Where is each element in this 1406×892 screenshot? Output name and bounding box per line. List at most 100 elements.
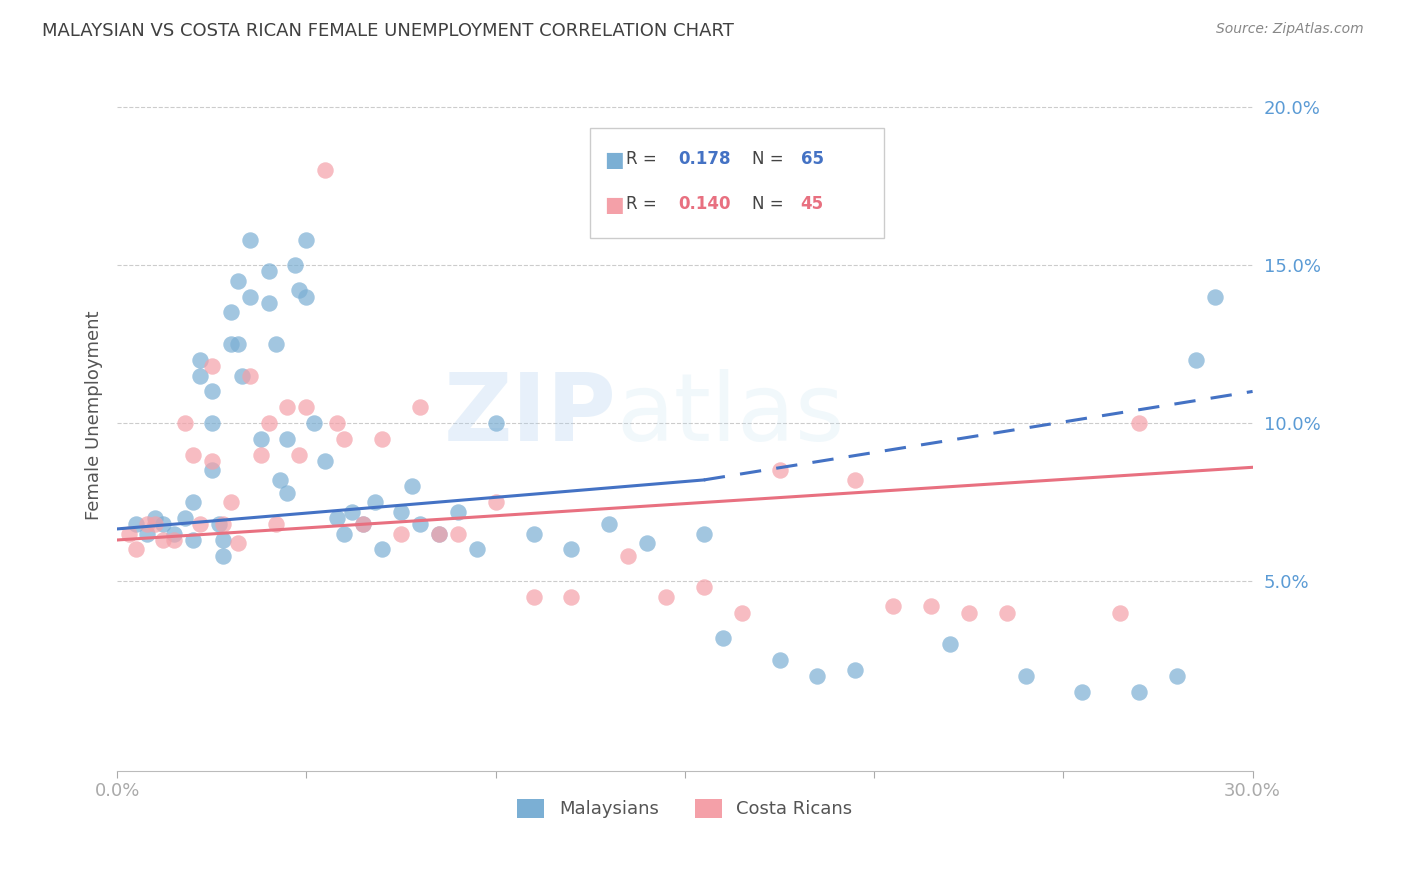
Point — [427, 526, 450, 541]
Point — [201, 463, 224, 477]
Point — [427, 526, 450, 541]
Point — [560, 542, 582, 557]
Point — [190, 352, 212, 367]
Point — [302, 416, 325, 430]
Point — [125, 517, 148, 532]
Point — [257, 296, 280, 310]
Point — [363, 495, 385, 509]
Point — [219, 305, 242, 319]
Text: N =: N = — [752, 194, 789, 212]
Point — [447, 526, 470, 541]
Point — [371, 542, 394, 557]
Point — [239, 368, 262, 383]
Point — [163, 533, 186, 547]
Point — [239, 233, 262, 247]
Point — [250, 432, 273, 446]
Point — [269, 473, 291, 487]
Point — [806, 669, 828, 683]
Point — [389, 504, 412, 518]
Text: ■: ■ — [605, 150, 624, 170]
Point — [181, 448, 204, 462]
Point — [276, 401, 298, 415]
Legend: Malaysians, Costa Ricans: Malaysians, Costa Ricans — [510, 792, 859, 826]
Point — [409, 401, 432, 415]
Point — [522, 590, 544, 604]
Text: N =: N = — [752, 150, 789, 168]
Point — [117, 526, 139, 541]
Point — [125, 542, 148, 557]
Point — [844, 663, 866, 677]
Point — [693, 581, 716, 595]
Point — [920, 599, 942, 614]
Point — [340, 504, 363, 518]
Text: 0.178: 0.178 — [679, 150, 731, 168]
Text: ■: ■ — [605, 194, 624, 215]
Point — [371, 432, 394, 446]
Point — [1128, 416, 1150, 430]
Point — [957, 606, 980, 620]
Point — [212, 549, 235, 563]
Point — [212, 533, 235, 547]
Point — [730, 606, 752, 620]
Point — [174, 416, 197, 430]
Point — [201, 359, 224, 373]
Point — [136, 517, 159, 532]
Point — [190, 517, 212, 532]
Text: 65: 65 — [801, 150, 824, 168]
Point — [201, 416, 224, 430]
Point — [295, 401, 318, 415]
Point — [239, 290, 262, 304]
Point — [560, 590, 582, 604]
Point — [485, 495, 508, 509]
Point — [314, 454, 336, 468]
Point — [163, 526, 186, 541]
Point — [190, 368, 212, 383]
Point — [181, 533, 204, 547]
Point — [152, 517, 174, 532]
Point — [401, 479, 423, 493]
Y-axis label: Female Unemployment: Female Unemployment — [86, 310, 103, 520]
Point — [995, 606, 1018, 620]
Point — [333, 432, 356, 446]
Point — [711, 631, 734, 645]
Point — [1071, 684, 1094, 698]
Point — [219, 495, 242, 509]
Point — [693, 526, 716, 541]
Text: R =: R = — [627, 194, 662, 212]
Point — [768, 463, 790, 477]
Text: R =: R = — [627, 150, 662, 168]
Point — [636, 536, 658, 550]
Point — [208, 517, 231, 532]
Point — [352, 517, 374, 532]
Text: atlas: atlas — [617, 369, 845, 461]
Point — [201, 384, 224, 399]
Text: Source: ZipAtlas.com: Source: ZipAtlas.com — [1216, 22, 1364, 37]
Point — [295, 290, 318, 304]
Point — [844, 473, 866, 487]
Point — [295, 233, 318, 247]
Point — [389, 526, 412, 541]
Text: MALAYSIAN VS COSTA RICAN FEMALE UNEMPLOYMENT CORRELATION CHART: MALAYSIAN VS COSTA RICAN FEMALE UNEMPLOY… — [42, 22, 734, 40]
Point — [264, 337, 287, 351]
Point — [284, 258, 307, 272]
Point — [276, 485, 298, 500]
Point — [136, 526, 159, 541]
Point — [226, 536, 249, 550]
Point — [231, 368, 253, 383]
Point — [257, 264, 280, 278]
Point — [522, 526, 544, 541]
Point — [352, 517, 374, 532]
Point — [325, 511, 347, 525]
Point — [1166, 669, 1188, 683]
Point — [617, 549, 640, 563]
Point — [264, 517, 287, 532]
Point — [325, 416, 347, 430]
Point — [939, 637, 962, 651]
Point — [465, 542, 488, 557]
Point — [1109, 606, 1132, 620]
Point — [333, 526, 356, 541]
Point — [1185, 352, 1208, 367]
Point — [174, 511, 197, 525]
Point — [655, 590, 678, 604]
Text: 0.140: 0.140 — [679, 194, 731, 212]
